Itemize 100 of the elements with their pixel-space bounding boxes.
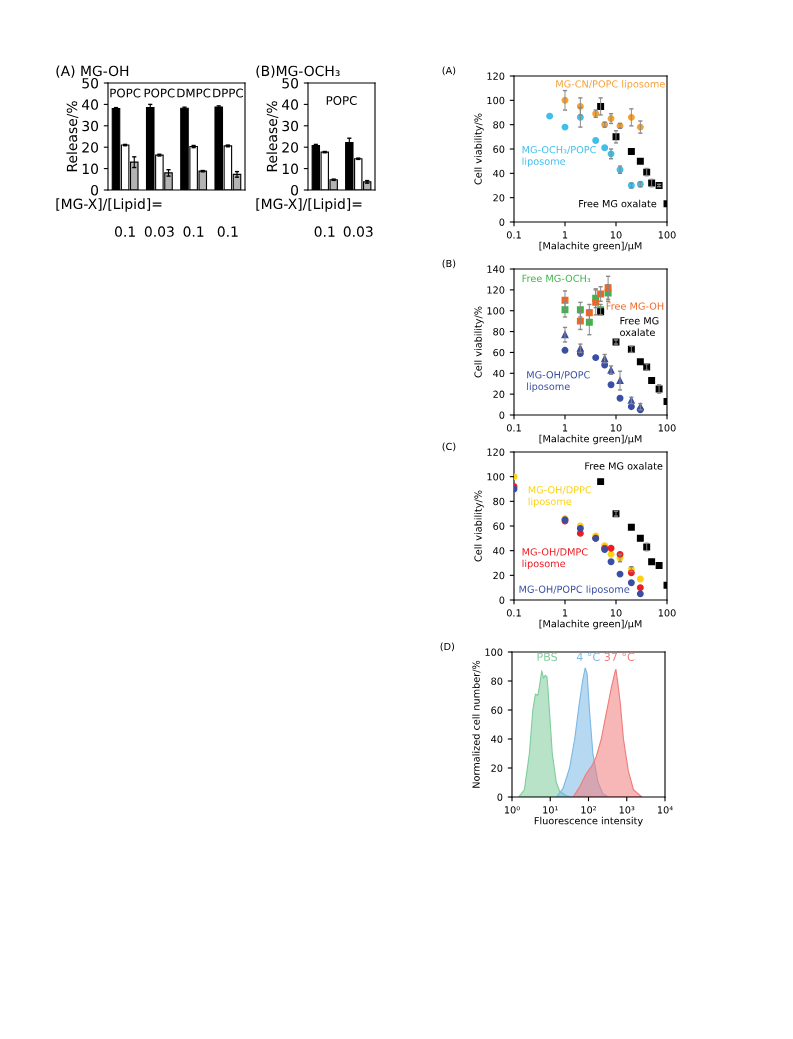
y-tick-label: 20 <box>493 194 505 202</box>
chart-title: (A) <box>442 66 456 76</box>
annotation: Free MG oxalate <box>620 317 659 337</box>
annotation: Free MG oxalate <box>585 462 663 470</box>
x-tick-label: 1 <box>562 424 568 432</box>
y-tick-label: 20 <box>82 142 99 153</box>
y-tick-label: 40 <box>493 169 505 178</box>
text: [MG-X]/[Lipid]= <box>256 198 362 212</box>
y-tick-label: 50 <box>282 77 299 89</box>
x-tick-label: 10 <box>610 231 622 239</box>
x-tick-label: 0.03 <box>343 226 373 237</box>
x-tick-label: 1 <box>562 609 568 617</box>
annotation: DMPC <box>177 88 211 98</box>
x-axis-title: [Malachite green]/μM <box>539 619 642 630</box>
y-tick-label: 40 <box>493 547 505 555</box>
x-tick-label: 100 <box>658 231 676 239</box>
y-tick-label: 40 <box>491 735 503 743</box>
annotation: MG-CN/POPC liposome <box>556 80 665 90</box>
y-tick-label: 120 <box>487 286 505 294</box>
annotation: POPC <box>110 88 141 98</box>
x-tick-label: 0.1 <box>115 226 135 237</box>
y-tick-label: 50 <box>82 77 99 89</box>
chart-title: (B)MG-OCH₃ <box>256 65 340 78</box>
x-tick-label: 10³ <box>619 806 635 814</box>
x-tick-label: 100 <box>658 609 676 617</box>
chart-title: (A) MG-OH <box>56 65 129 78</box>
text: [MG-X]/[Lipid]= <box>56 198 162 212</box>
y-tick-label: 140 <box>487 265 505 273</box>
y-tick-label: 40 <box>81 99 99 110</box>
annotation: 37 °C <box>604 652 635 662</box>
y-tick-label: 0 <box>499 411 505 419</box>
x-tick-label: 100 <box>658 424 676 432</box>
annotation: Free MG-OH <box>606 302 664 310</box>
annotation: 4 °C <box>576 652 600 662</box>
y-tick-label: 100 <box>485 648 503 656</box>
annotation: POPC <box>326 96 357 105</box>
x-tick-label: 10² <box>581 806 597 814</box>
y-tick-label: 120 <box>487 448 505 456</box>
y-tick-label: 20 <box>282 142 299 153</box>
y-tick-label: 60 <box>493 145 505 153</box>
y-tick-label: 60 <box>493 522 505 530</box>
x-tick-label: 0.1 <box>506 609 521 617</box>
annotation: Free MG-OCH₃ <box>522 274 591 283</box>
x-tick-label: 0.1 <box>183 226 204 237</box>
y-tick-label: 80 <box>491 677 503 685</box>
y-tick-label: 20 <box>493 571 505 580</box>
x-tick-label: 0.1 <box>217 226 238 237</box>
x-axis-title: [Malachite green]/μM <box>539 241 642 252</box>
x-tick-label: 10 <box>610 609 622 617</box>
x-tick-label: 10¹ <box>543 806 558 814</box>
y-tick-label: 30 <box>82 120 99 132</box>
x-tick-label: 10⁴ <box>657 806 673 814</box>
y-tick-label: 20 <box>491 764 503 772</box>
annotation: MG-OH/DMPC liposome <box>522 548 588 570</box>
y-tick-label: 30 <box>282 120 299 132</box>
y-tick-label: 10 <box>282 163 299 175</box>
annotation: MG-OH/DPPC liposome <box>528 486 592 507</box>
x-tick-label: 0.1 <box>506 231 521 239</box>
annotation: DPPC <box>213 88 244 98</box>
annotation: POPC <box>144 88 175 98</box>
y-tick-label: 0 <box>291 184 299 196</box>
x-tick-label: 0.1 <box>506 424 521 432</box>
annotation: MG-OCH₃/POPC liposome <box>522 145 596 167</box>
y-tick-label: 80 <box>493 497 505 506</box>
y-axis-title: Cell viability/% <box>474 113 484 185</box>
y-tick-label: 0 <box>499 596 505 604</box>
y-tick-label: 10 <box>82 163 99 175</box>
annotation: MG-OH/POPC liposome <box>519 585 630 595</box>
annotation: MG-OH/POPC liposome <box>527 371 590 392</box>
x-tick-label: 0.1 <box>314 226 335 237</box>
y-tick-label: 0 <box>499 218 505 226</box>
y-tick-label: 100 <box>487 473 505 481</box>
y-tick-label: 100 <box>487 307 505 315</box>
y-tick-label: 40 <box>493 369 505 378</box>
x-axis-title: Fluorescence intensity <box>534 816 643 827</box>
y-axis-title: Cell viability/% <box>474 490 484 562</box>
y-tick-label: 120 <box>487 72 505 80</box>
y-tick-label: 0 <box>91 184 99 196</box>
x-tick-label: 10 <box>610 424 622 432</box>
y-tick-label: 20 <box>493 390 505 398</box>
y-tick-label: 100 <box>487 96 505 105</box>
x-tick-label: 0.03 <box>144 226 174 237</box>
y-tick-label: 80 <box>493 121 505 129</box>
chart-title: (D) <box>440 642 455 652</box>
x-axis-title: [Malachite green]/μM <box>539 434 642 445</box>
y-tick-label: 0 <box>497 793 503 801</box>
annotation: PBS <box>537 652 558 662</box>
annotation: Free MG oxalate <box>579 199 657 208</box>
x-tick-label: 1 <box>562 231 568 239</box>
y-tick-label: 80 <box>493 328 505 336</box>
y-tick-label: 60 <box>491 706 503 714</box>
y-tick-label: 60 <box>493 348 505 357</box>
x-tick-label: 10⁰ <box>504 806 520 814</box>
y-tick-label: 40 <box>281 99 299 110</box>
y-axis-title: Normalized cell number/% <box>472 660 481 788</box>
chart-title: (C) <box>442 442 456 452</box>
chart-title: (B) <box>442 259 456 269</box>
y-axis-title: Release/% <box>66 101 79 172</box>
y-axis-title: Cell viability/% <box>474 306 484 378</box>
y-axis-title: Release/% <box>266 101 279 172</box>
